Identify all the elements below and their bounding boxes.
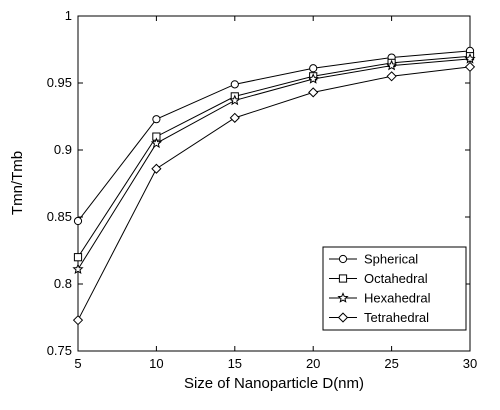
legend-label-spherical: Spherical [364,252,418,267]
y-axis-label: Tmn/Tmb [9,151,26,215]
legend-entry-spherical: Spherical [329,252,418,267]
series-line-hexahedral [77,58,471,270]
x-tick-label-3: 20 [306,356,320,371]
series-line-spherical [77,50,471,222]
point-spherical-1 [152,115,161,124]
y-tick-label-2: 0.85 [47,209,72,224]
y-tick-label-3: 0.9 [54,142,72,157]
legend: Spherical Octahedral Hexahedral Tetrahedral [322,246,467,331]
legend-marker-hexahedral [337,292,349,303]
point-hexahedral-5 [464,52,476,64]
axis-ticks: 5 10 15 20 25 30 0.75 0.8 0.85 0.9 0.95 1 [47,8,478,371]
legend-entry-hexahedral: Hexahedral [329,291,431,306]
legend-entry-octahedral: Octahedral [329,271,428,286]
point-spherical-0 [73,216,83,226]
legend-box [322,246,467,331]
point-hexahedral-0 [72,263,84,275]
x-tick-label-4: 25 [384,356,398,371]
y-tick-label-0: 0.75 [47,343,72,358]
legend-entry-tetrahedral: Tetrahedral [329,310,429,325]
point-tetrahedral-3 [308,87,319,98]
legend-label-tetrahedral: Tetrahedral [364,310,429,325]
point-tetrahedral-5 [464,61,476,73]
x-tick-label-0: 5 [74,356,81,371]
point-hexahedral-1 [150,137,163,149]
point-spherical-2 [230,80,239,89]
legend-label-octahedral: Octahedral [364,271,428,286]
x-tick-label-1: 10 [149,356,163,371]
x-axis-label: Size of Nanoparticle D(nm) [184,375,364,392]
legend-marker-tetrahedral [337,312,349,323]
point-tetrahedral-0 [72,315,84,326]
series-line-octahedral [77,55,471,258]
y-tick-label-1: 0.8 [54,276,72,291]
series-layer [72,46,476,326]
point-hexahedral-3 [307,73,319,84]
point-hexahedral-2 [229,94,241,106]
point-octahedral-0 [73,253,83,262]
point-tetrahedral-2 [229,112,240,123]
series-hexahedral [72,52,476,275]
y-tick-label-4: 0.95 [47,75,72,90]
legend-label-hexahedral: Hexahedral [364,291,431,306]
series-tetrahedral [72,61,476,326]
point-spherical-3 [309,64,318,73]
x-tick-label-5: 30 [463,356,477,371]
series-line-tetrahedral [77,66,471,321]
x-tick-label-2: 15 [228,356,242,371]
y-tick-label-5: 1 [65,8,72,23]
point-hexahedral-4 [385,59,398,71]
point-tetrahedral-4 [386,71,397,82]
legend-marker-octahedral [338,274,348,283]
legend-marker-spherical [338,254,348,264]
point-tetrahedral-1 [151,163,162,174]
